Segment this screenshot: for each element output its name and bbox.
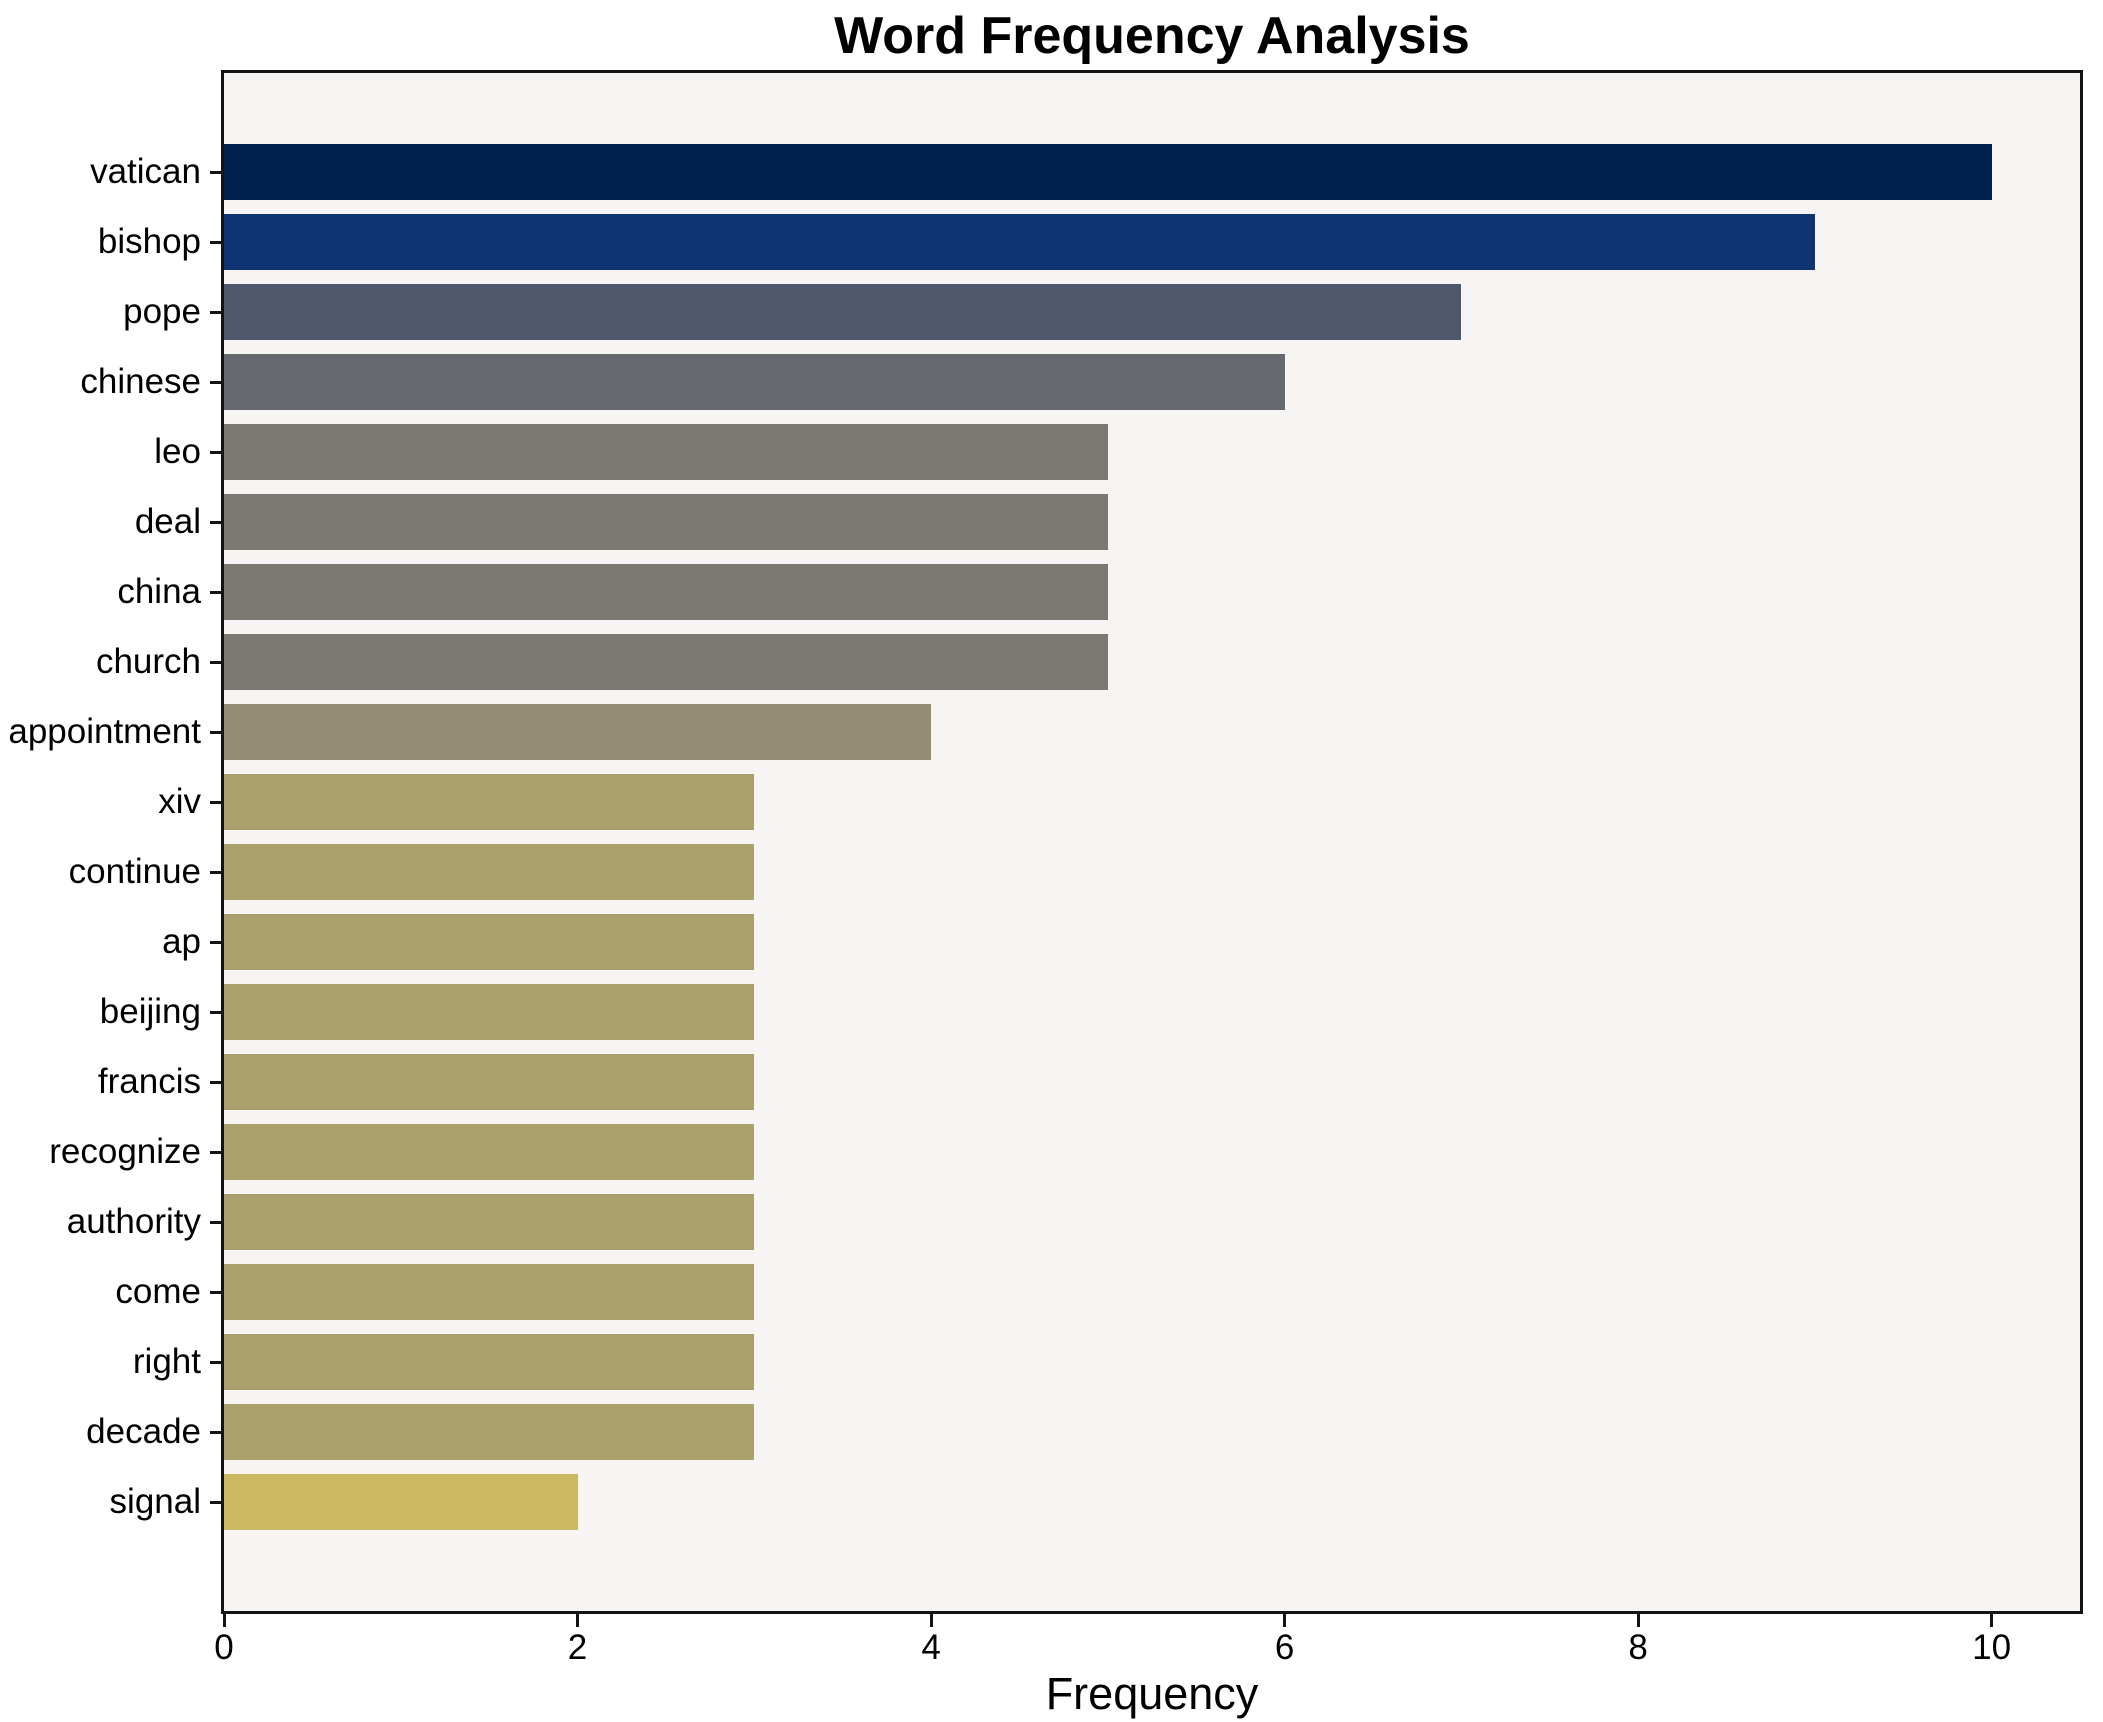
bar-francis	[224, 1054, 755, 1110]
bar-leo	[224, 424, 1108, 480]
x-tick-label-8: 8	[1628, 1628, 1648, 1667]
x-tick-mark	[576, 1614, 580, 1627]
x-tick-label-6: 6	[1274, 1628, 1295, 1667]
y-tick-mark	[210, 1430, 221, 1434]
x-tick-mark	[222, 1614, 226, 1627]
chart-title: Word Frequency Analysis	[834, 7, 1470, 65]
y-tick-mark	[210, 240, 221, 244]
y-tick-mark	[210, 590, 221, 594]
bar-right	[224, 1334, 755, 1390]
y-tick-mark	[210, 660, 221, 664]
x-tick-label-4: 4	[921, 1628, 941, 1667]
y-tick-label-ap: ap	[162, 922, 201, 961]
y-tick-label-church: church	[95, 642, 201, 681]
y-tick-label-vatican: vatican	[90, 152, 201, 191]
x-tick-label-0: 0	[214, 1628, 234, 1667]
y-tick-label-deal: deal	[134, 502, 201, 541]
bar-church	[224, 634, 1108, 690]
y-tick-label-right: right	[132, 1342, 201, 1381]
y-tick-mark	[210, 1360, 221, 1364]
bar-beijing	[224, 984, 755, 1040]
y-tick-mark	[210, 1080, 221, 1084]
y-tick-mark	[210, 1220, 221, 1224]
plot-area	[221, 70, 2083, 1614]
y-tick-mark	[210, 170, 221, 174]
x-tick-label-2: 2	[567, 1628, 588, 1667]
y-tick-mark	[210, 1500, 221, 1504]
y-tick-label-decade: decade	[86, 1412, 201, 1451]
x-tick-mark	[929, 1614, 933, 1627]
y-tick-label-come: come	[115, 1272, 201, 1311]
bar-vatican	[224, 144, 1992, 200]
y-tick-label-beijing: beijing	[99, 992, 201, 1031]
y-tick-mark	[210, 1290, 221, 1294]
y-tick-label-pope: pope	[123, 292, 201, 331]
x-tick-mark	[1990, 1614, 1994, 1627]
bar-pope	[224, 284, 1462, 340]
y-tick-label-appointment: appointment	[8, 712, 201, 751]
y-tick-label-recognize: recognize	[49, 1132, 201, 1171]
x-tick-label-10: 10	[1972, 1628, 2012, 1667]
x-tick-mark	[1636, 1614, 1640, 1627]
x-axis-label: Frequency	[1045, 1668, 1259, 1719]
bar-xiv	[224, 774, 755, 830]
y-tick-mark	[210, 380, 221, 384]
bar-authority	[224, 1194, 755, 1250]
bar-ap	[224, 914, 755, 970]
y-tick-mark	[210, 730, 221, 734]
bar-china	[224, 564, 1108, 620]
bar-come	[224, 1264, 755, 1320]
y-tick-mark	[210, 940, 221, 944]
bar-bishop	[224, 214, 1815, 270]
bar-deal	[224, 494, 1108, 550]
y-tick-label-signal: signal	[109, 1482, 201, 1521]
y-tick-label-continue: continue	[68, 852, 201, 891]
bar-signal	[224, 1474, 578, 1530]
y-tick-label-authority: authority	[66, 1202, 201, 1241]
bar-appointment	[224, 704, 932, 760]
y-tick-label-leo: leo	[154, 432, 201, 471]
bar-decade	[224, 1404, 755, 1460]
y-tick-mark	[210, 800, 221, 804]
y-tick-mark	[210, 310, 221, 314]
y-tick-mark	[210, 1010, 221, 1014]
x-tick-mark	[1283, 1614, 1287, 1627]
y-tick-mark	[210, 520, 221, 524]
y-tick-label-bishop: bishop	[97, 222, 201, 261]
y-tick-label-chinese: chinese	[80, 362, 201, 401]
bar-chinese	[224, 354, 1285, 410]
bar-continue	[224, 844, 755, 900]
y-tick-mark	[210, 450, 221, 454]
y-tick-label-francis: francis	[97, 1062, 201, 1101]
y-tick-label-xiv: xiv	[158, 782, 201, 821]
bar-recognize	[224, 1124, 755, 1180]
y-tick-mark	[210, 870, 221, 874]
y-tick-mark	[210, 1150, 221, 1154]
y-tick-label-china: china	[117, 572, 201, 611]
